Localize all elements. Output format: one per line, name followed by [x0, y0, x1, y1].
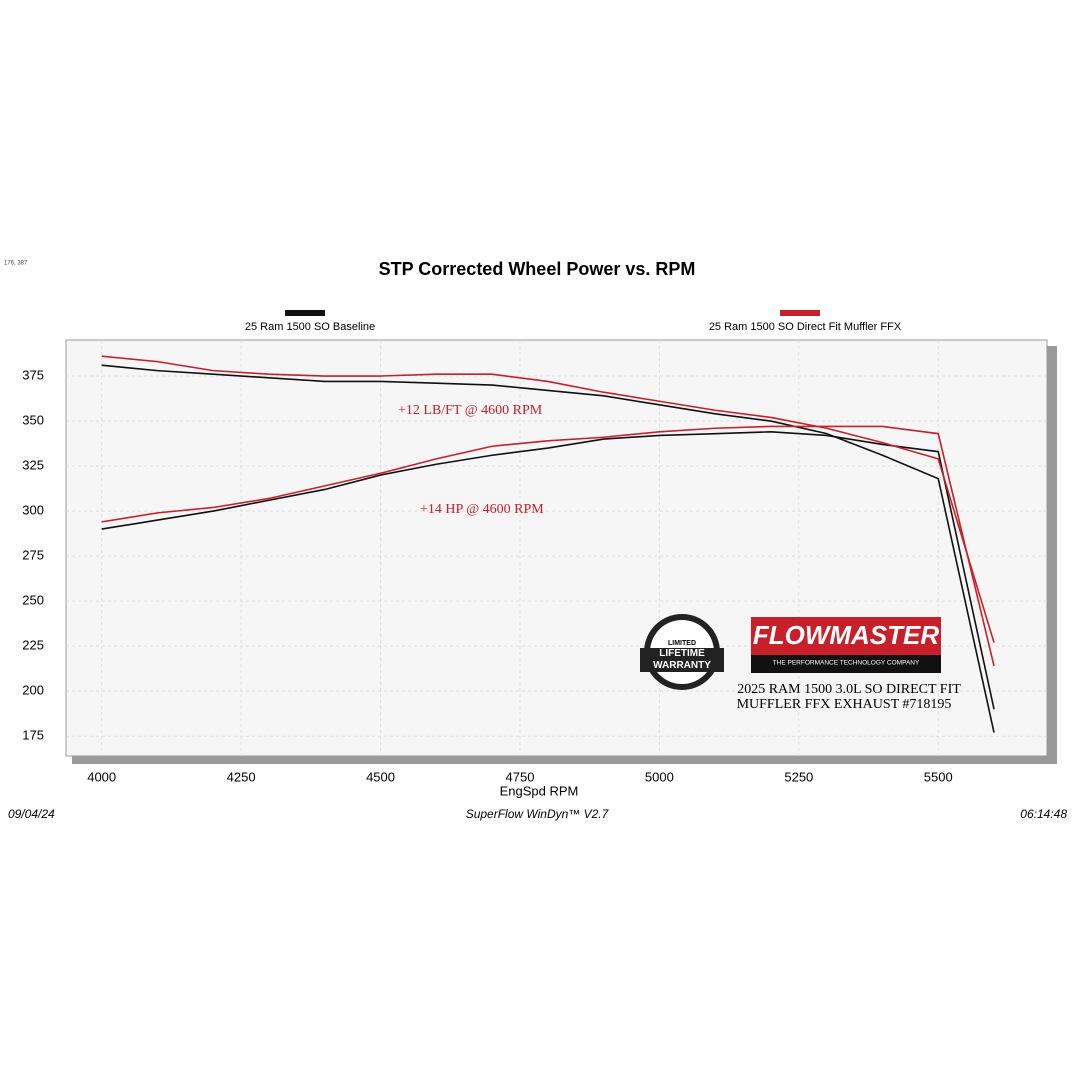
x-tick-label: 4250: [227, 769, 256, 784]
x-tick-label: 5500: [924, 769, 953, 784]
caption: MUFFLER FFX EXHAUST #718195: [737, 697, 952, 712]
badge-top: LIMITED: [668, 640, 696, 647]
y-tick-label: 250: [22, 593, 44, 608]
badge-main: LIFETIME WARRANTY: [653, 648, 711, 671]
x-tick-label: 5000: [645, 769, 674, 784]
caption: 2025 RAM 1500 3.0L SO DIRECT FIT: [737, 682, 961, 697]
x-tick-label: 4750: [506, 769, 535, 784]
y-tick-label: 225: [22, 638, 44, 653]
series-line: [101, 431, 995, 710]
footer-time: 06:14:48: [1020, 807, 1067, 821]
x-tick-label: 5250: [784, 769, 813, 784]
y-tick-label: 350: [22, 412, 44, 427]
chart-title: STP Corrected Wheel Power vs. RPM: [379, 259, 696, 279]
footer-software: SuperFlow WinDyn™ V2.7: [466, 807, 610, 821]
badge-main-box: LIFETIME WARRANTY: [653, 648, 711, 671]
annotation: +14 HP @ 4600 RPM: [420, 502, 544, 517]
series-line: [101, 355, 995, 643]
series-line: [101, 364, 995, 733]
y-tick-label: 325: [22, 457, 44, 472]
legend-label: 25 Ram 1500 SO Direct Fit Muffler FFX: [709, 321, 902, 333]
x-tick-label: 4000: [87, 769, 116, 784]
y-tick-label: 200: [22, 683, 44, 698]
legend-label: 25 Ram 1500 SO Baseline: [245, 321, 375, 333]
plot-area: [65, 339, 1048, 757]
brand-name: FLOWMASTER: [753, 620, 940, 650]
brand-logo: FLOWMASTER THE PERFORMANCE TECHNOLOGY CO…: [751, 617, 941, 673]
warranty-badge: LIMITED LIFETIME WARRANTY: [640, 614, 724, 690]
y-tick-label: 275: [22, 548, 44, 563]
corner-note: 176, 387: [4, 261, 28, 267]
footer-date: 09/04/24: [8, 807, 55, 821]
y-tick-label: 300: [22, 503, 44, 518]
brand-tagline: THE PERFORMANCE TECHNOLOGY COMPANY: [773, 660, 920, 667]
series-line: [101, 425, 995, 667]
x-tick-label: 4500: [366, 769, 395, 784]
x-axis-label: EngSpd RPM: [500, 783, 579, 798]
y-tick-label: 175: [22, 728, 44, 743]
y-tick-label: 375: [22, 367, 44, 382]
annotation: +12 LB/FT @ 4600 RPM: [398, 403, 543, 418]
